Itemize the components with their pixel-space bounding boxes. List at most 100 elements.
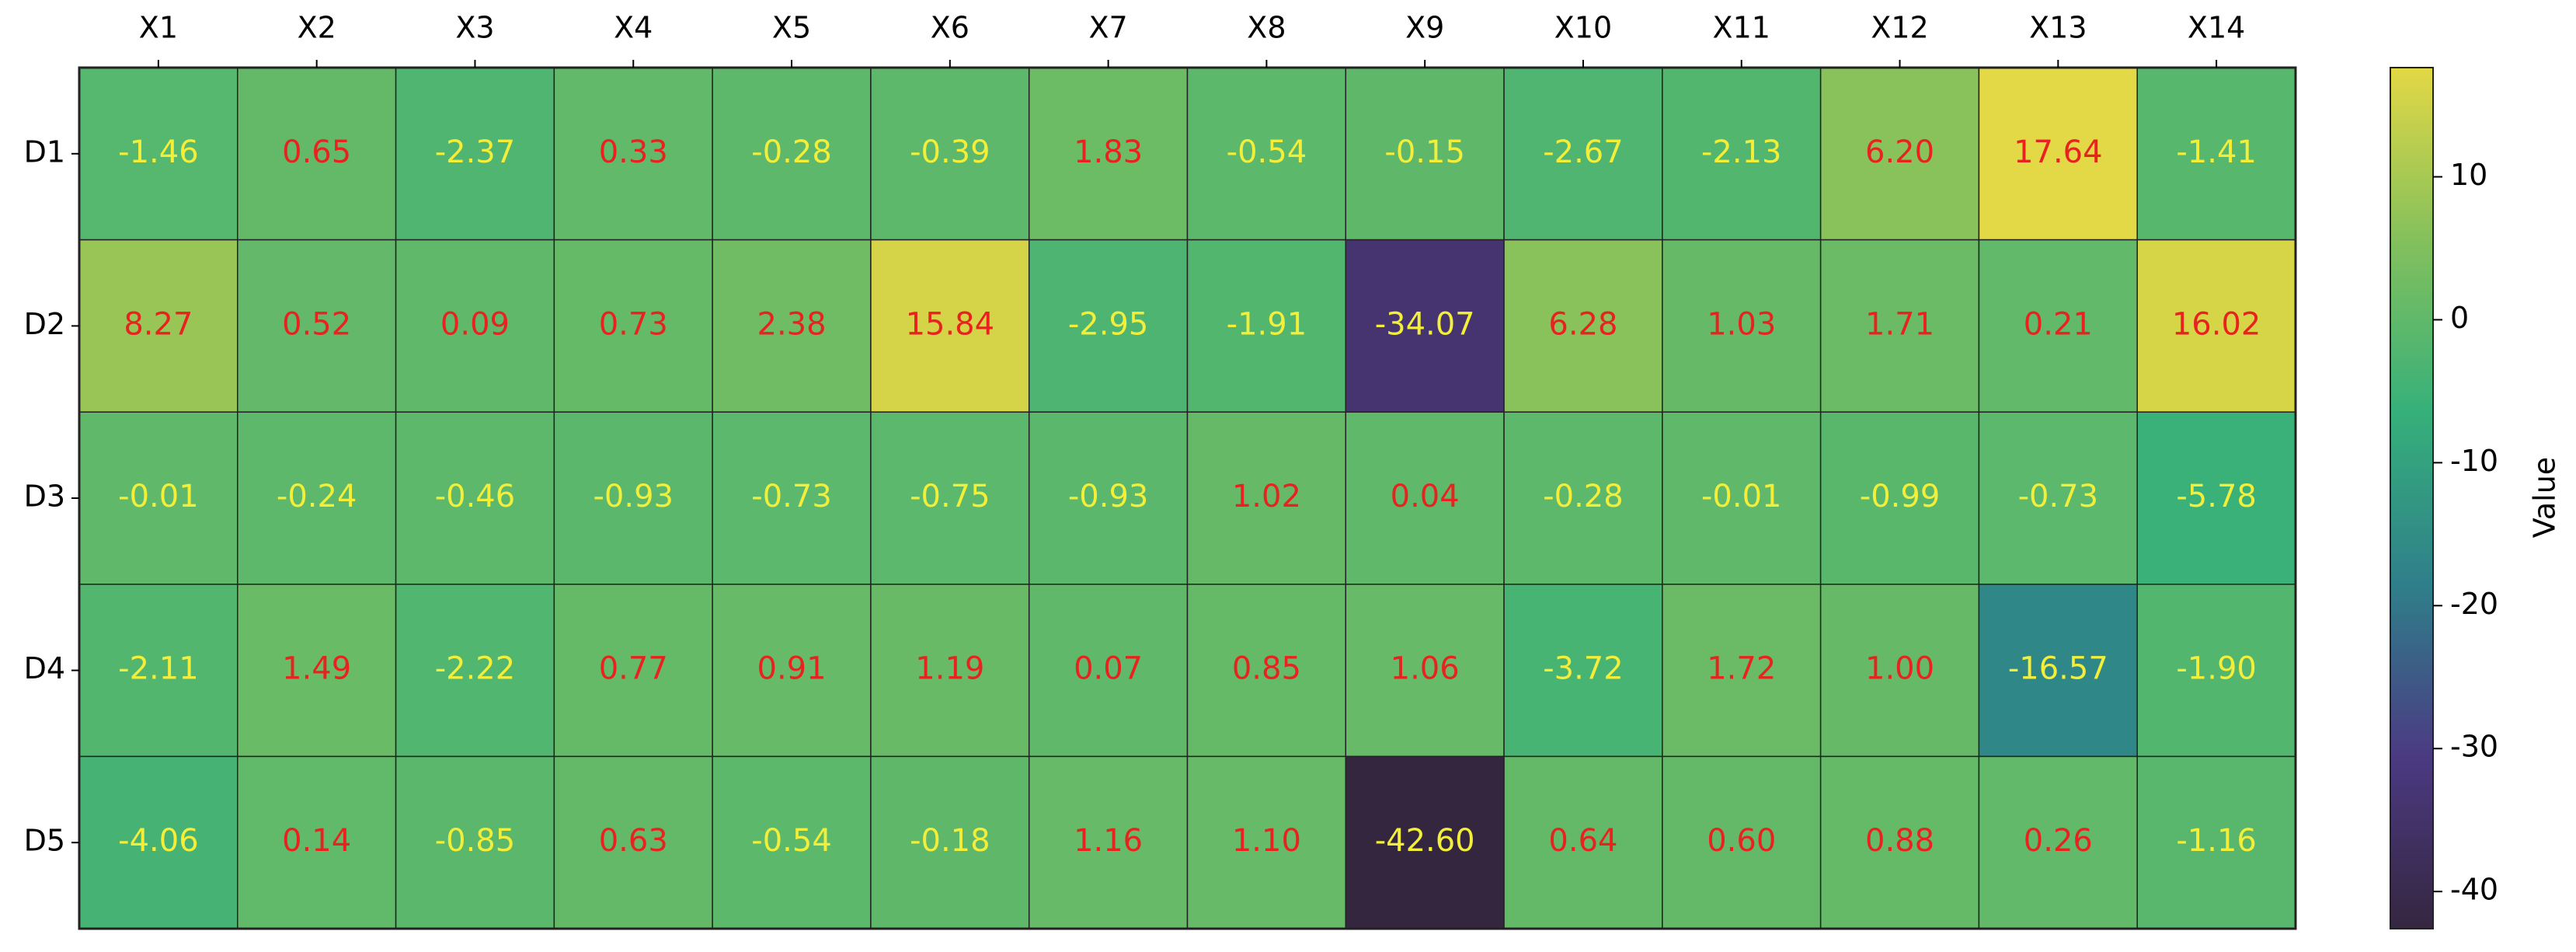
cell-label: -0.85 bbox=[435, 823, 516, 859]
heatmap-cell bbox=[1186, 239, 1347, 413]
cell-label: -1.41 bbox=[2176, 134, 2257, 170]
cell-label: 1.16 bbox=[1074, 823, 1143, 859]
y-tick-label: D5 bbox=[24, 824, 65, 858]
heatmap-cell bbox=[1345, 584, 1505, 758]
x-tick-label: X12 bbox=[1871, 11, 1928, 45]
heatmap-cell bbox=[1186, 411, 1347, 585]
cell-label: -0.73 bbox=[2018, 479, 2099, 514]
cell-label: 0.85 bbox=[1232, 651, 1301, 687]
cell-label: -0.24 bbox=[277, 479, 357, 514]
heatmap-cell bbox=[712, 67, 872, 241]
heatmap-cell bbox=[870, 67, 1030, 241]
x-tick-label: X14 bbox=[2188, 11, 2245, 45]
heatmap-cell bbox=[1028, 584, 1189, 758]
heatmap-cell bbox=[712, 584, 872, 758]
cell-label: -16.57 bbox=[2008, 651, 2108, 687]
cell-label: 1.71 bbox=[1865, 306, 1934, 342]
heatmap-cell bbox=[1819, 67, 1980, 241]
colorbar-tick-label: -40 bbox=[2450, 873, 2498, 907]
cell-label: -0.15 bbox=[1384, 134, 1465, 170]
heatmap-cell bbox=[78, 411, 238, 585]
cell-label: -1.90 bbox=[2176, 651, 2257, 687]
cell-label: 1.03 bbox=[1707, 306, 1776, 342]
cell-label: 0.73 bbox=[599, 306, 668, 342]
cell-label: -1.46 bbox=[118, 134, 199, 170]
cell-label: 0.63 bbox=[599, 823, 668, 859]
cell-label: 6.28 bbox=[1548, 306, 1617, 342]
heatmap-cell bbox=[1978, 584, 2138, 758]
heatmap-cell bbox=[870, 239, 1030, 413]
cell-label: 0.33 bbox=[599, 134, 668, 170]
cell-label: -2.11 bbox=[118, 651, 199, 687]
y-tick-label: D3 bbox=[24, 479, 65, 514]
cell-label: -42.60 bbox=[1375, 823, 1475, 859]
heatmap-cell bbox=[1662, 755, 1822, 929]
cell-label: -1.91 bbox=[1227, 306, 1307, 342]
colorbar-tick-label: 0 bbox=[2450, 301, 2469, 335]
cell-label: 16.02 bbox=[2172, 306, 2261, 342]
cell-label: 1.06 bbox=[1391, 651, 1460, 687]
heatmap-cell bbox=[395, 239, 555, 413]
heatmap-cell bbox=[1978, 239, 2138, 413]
heatmap-cell bbox=[1662, 584, 1822, 758]
heatmap-cell bbox=[870, 411, 1030, 585]
cell-label: 2.38 bbox=[757, 306, 827, 342]
cell-label: 6.20 bbox=[1865, 134, 1934, 170]
heatmap-cell bbox=[2136, 584, 2296, 758]
cell-label: -0.93 bbox=[1068, 479, 1149, 514]
heatmap-cell bbox=[1186, 584, 1347, 758]
x-tick-label: X1 bbox=[139, 11, 178, 45]
heatmap-cell bbox=[1503, 755, 1663, 929]
cell-label: 0.52 bbox=[282, 306, 351, 342]
heatmap-cell bbox=[553, 584, 713, 758]
heatmap-cell bbox=[2136, 755, 2296, 929]
heatmap-cell bbox=[395, 755, 555, 929]
y-tick-label: D4 bbox=[24, 651, 65, 685]
heatmap-cell bbox=[1503, 67, 1663, 241]
cell-label: -2.13 bbox=[1701, 134, 1782, 170]
x-tick-label: X8 bbox=[1247, 11, 1286, 45]
cell-label: -0.73 bbox=[751, 479, 832, 514]
x-tick-label: X7 bbox=[1088, 11, 1127, 45]
cell-label: 0.60 bbox=[1707, 823, 1776, 859]
y-tick-label: D1 bbox=[24, 134, 65, 169]
cell-label: -2.95 bbox=[1068, 306, 1149, 342]
cell-label: 0.21 bbox=[2024, 306, 2093, 342]
heatmap-cell bbox=[870, 584, 1030, 758]
cell-label: 0.91 bbox=[757, 651, 827, 687]
cell-label: -4.06 bbox=[118, 823, 199, 859]
heatmap-cell bbox=[78, 239, 238, 413]
x-tick-label: X11 bbox=[1713, 11, 1770, 45]
heatmap-cell bbox=[712, 239, 872, 413]
colorbar-label: Value bbox=[2528, 457, 2562, 538]
heatmap-cell bbox=[553, 239, 713, 413]
heatmap-cell bbox=[395, 584, 555, 758]
x-tick-label: X5 bbox=[772, 11, 811, 45]
heatmap-cell bbox=[1662, 411, 1822, 585]
heatmap-cell bbox=[1028, 411, 1189, 585]
y-tick-label: D2 bbox=[24, 307, 65, 341]
cell-label: -2.22 bbox=[435, 651, 516, 687]
cell-label: 0.65 bbox=[282, 134, 351, 170]
heatmap-cell bbox=[1978, 755, 2138, 929]
cell-label: 8.27 bbox=[124, 306, 193, 342]
x-tick-label: X10 bbox=[1554, 11, 1612, 45]
cell-label: 0.88 bbox=[1865, 823, 1934, 859]
cell-label: -3.72 bbox=[1543, 651, 1624, 687]
heatmap-cell bbox=[1819, 584, 1980, 758]
heatmap-cell bbox=[237, 67, 397, 241]
cell-label: 1.83 bbox=[1074, 134, 1143, 170]
heatmap-cell bbox=[1345, 239, 1505, 413]
cell-label: -5.78 bbox=[2176, 479, 2257, 514]
heatmap-cell bbox=[1662, 239, 1822, 413]
heatmap-cell bbox=[2136, 239, 2296, 413]
heatmap-cell bbox=[1028, 239, 1189, 413]
cell-label: 1.72 bbox=[1707, 651, 1776, 687]
cell-label: -0.18 bbox=[910, 823, 990, 859]
heatmap-cell bbox=[870, 755, 1030, 929]
cell-label: -0.01 bbox=[1701, 479, 1782, 514]
cell-label: -0.39 bbox=[910, 134, 990, 170]
cell-label: 0.26 bbox=[2024, 823, 2093, 859]
heatmap-cell bbox=[1503, 411, 1663, 585]
